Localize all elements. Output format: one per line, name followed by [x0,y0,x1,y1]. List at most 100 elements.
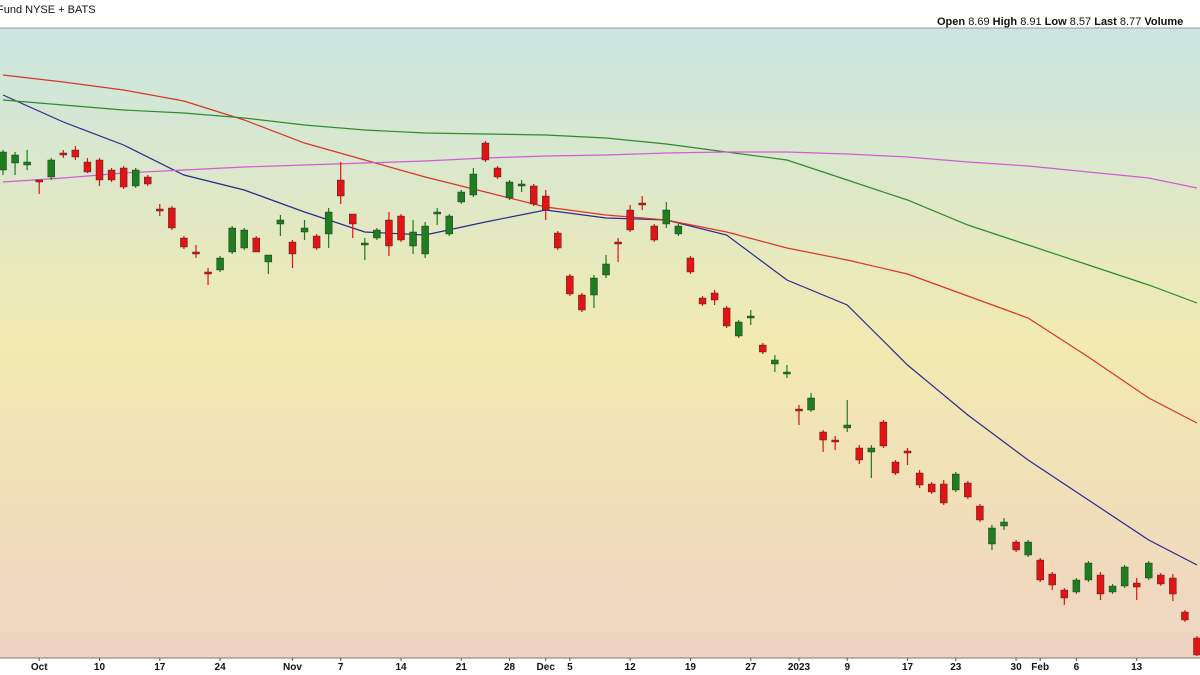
candle-body [228,227,236,253]
candle-body [843,424,851,429]
header-bar [0,0,1200,28]
volume-label: Volume [1144,16,1183,28]
candle-body [83,161,92,173]
chart-title: Fund NYSE + BATS [0,4,96,16]
x-tick-label: Feb [1031,662,1049,673]
quote-label: Open [937,16,965,28]
candle-body [529,185,538,205]
candle-body [300,227,309,233]
x-tick-label: 19 [685,662,697,673]
candle-body [988,527,996,545]
candle-body [168,207,176,229]
candle-body [1145,562,1153,579]
candle-body [252,237,260,253]
x-tick-label: 5 [567,662,573,673]
candle-body [1036,559,1044,581]
candle-body [662,209,671,225]
moving-average-line [2,99,1198,304]
candle-body [614,241,622,245]
candle-body [95,159,104,181]
x-tick-label: 28 [504,662,516,673]
candle-body [976,505,984,521]
quote-label: Last [1094,16,1117,28]
candle-body [288,241,297,255]
candle-body [879,421,888,447]
moving-average-line [2,94,1198,566]
candle-body [481,142,490,161]
candle-body [1012,541,1020,551]
candle-body [192,251,200,255]
x-tick-label: 30 [1011,662,1023,673]
candle-body [71,149,80,158]
candle-body [397,215,405,241]
quote-label: High [993,16,1018,28]
candle-body [952,473,960,491]
candle-body [204,271,212,275]
candle-body [771,359,779,365]
candle-body [11,154,19,164]
candle-body [566,275,574,295]
x-tick-label: 17 [902,662,914,673]
candle-body [722,307,731,327]
candle-body [469,173,478,196]
candle-body [891,461,900,474]
candle-body [47,159,55,178]
candle-body [554,232,562,249]
candle-body [650,225,658,241]
candle-body [337,179,345,197]
candle-body [505,181,514,199]
x-tick-label: 21 [456,662,468,673]
plot-area [0,28,1200,658]
candle-body [1193,637,1200,656]
candle-body [264,254,273,263]
candle-body [855,447,863,461]
candle-body [1132,582,1141,588]
marks [0,74,1200,656]
candle-body [23,161,31,166]
x-tick-label: 7 [338,662,344,673]
x-tick-label: 17 [154,662,166,673]
moving-average-line [2,151,1198,189]
candle-body [783,371,791,375]
candle-body [686,257,695,273]
x-tick-label: 9 [844,662,850,673]
candle-body [795,408,803,412]
candle-body [940,483,948,504]
candle-body [457,191,466,203]
x-tick-label: 10 [94,662,106,673]
candle-body [361,242,369,246]
x-axis-strip [0,658,1200,675]
candle-body [674,225,683,235]
candle-body [240,229,248,249]
candle-body [373,229,381,239]
candle-body [35,179,43,183]
candle-body [409,231,417,247]
quote-value: 8.77 [1120,16,1141,28]
x-tick-label: 6 [1074,662,1080,673]
candle-body [747,315,755,319]
candle-body [734,321,743,337]
candle-body [349,213,357,225]
candle-body [1000,521,1008,527]
candle-body [1181,611,1189,621]
moving-average-line [2,74,1198,424]
candle-body [1084,562,1093,581]
candle-body [1157,574,1165,585]
quote-label: Low [1045,16,1067,28]
candle-body [59,152,68,156]
candle-body [626,209,634,231]
x-tick-label: 23 [950,662,962,673]
x-tick-label: 12 [625,662,637,673]
candle-body [578,294,586,311]
candle-body [759,344,767,353]
quote-value: 8.57 [1070,16,1091,28]
x-tick-label: Nov [283,662,302,673]
x-tick-label: 14 [395,662,407,673]
candle-body [638,202,646,206]
candle-body [144,176,152,185]
candle-body [915,472,924,486]
candle-body [324,211,333,235]
x-tick-label: Oct [31,662,48,673]
